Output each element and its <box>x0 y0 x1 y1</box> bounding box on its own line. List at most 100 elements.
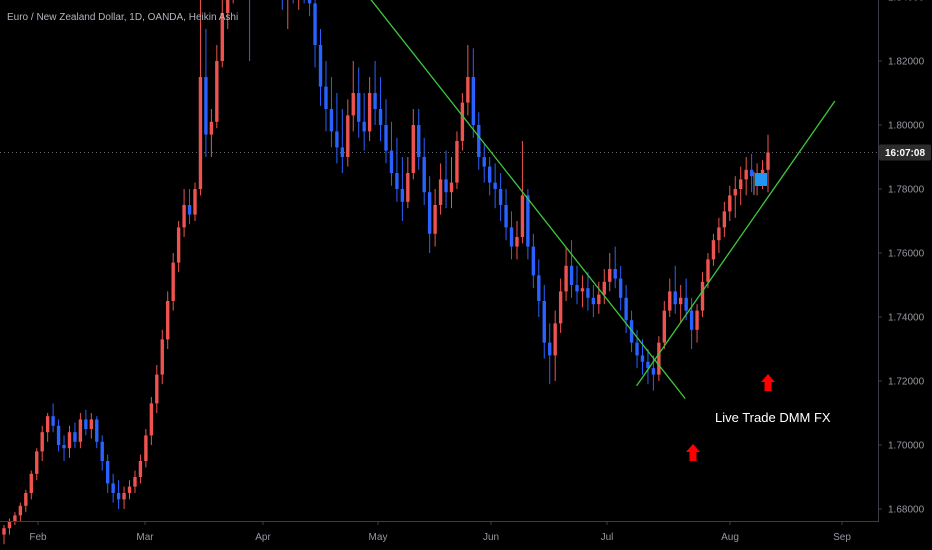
y-tick-label: 1.78000 <box>888 185 925 196</box>
candle-body <box>455 141 459 183</box>
candle-body <box>646 361 650 369</box>
candle-body <box>553 323 557 356</box>
candle-body <box>482 157 486 167</box>
candle-body <box>84 419 88 429</box>
candle-body <box>564 265 568 292</box>
y-tick-label: 1.74000 <box>888 313 925 324</box>
candle-body <box>504 205 508 228</box>
candle-body <box>29 473 33 493</box>
candle-body <box>744 169 748 180</box>
candle-body <box>460 102 465 141</box>
candle-body <box>466 77 470 103</box>
candle-body <box>558 291 563 324</box>
candle-body <box>487 166 492 183</box>
candle-body <box>689 310 694 330</box>
candle-body <box>362 121 366 132</box>
candle-body <box>542 301 546 343</box>
candle-body <box>226 0 230 13</box>
candle-body <box>618 278 623 298</box>
x-tick-label: Sep <box>833 532 851 543</box>
candle-body <box>307 0 312 4</box>
candle-body <box>427 192 432 234</box>
candle-body <box>537 275 541 301</box>
candle-body <box>35 451 39 474</box>
axes-layer: 1.68000 1.70000 1.72000 1.74000 1.76000 1.780… <box>0 0 925 543</box>
candle-body <box>760 169 765 173</box>
x-tick-label: Aug <box>721 532 739 543</box>
candle-body <box>373 93 377 109</box>
up-arrow-icon <box>761 374 775 391</box>
candle-body <box>45 416 50 433</box>
candle-body <box>155 374 159 404</box>
candle-body <box>575 285 579 292</box>
candle-body <box>668 291 672 311</box>
candle-body <box>122 493 126 500</box>
y-tick-label: 1.80000 <box>888 121 925 132</box>
candle-body <box>40 432 44 452</box>
candle-body <box>209 121 214 135</box>
x-tick-label: Jul <box>601 532 614 543</box>
candle-body <box>395 173 399 189</box>
candle-body <box>313 3 317 45</box>
price-countdown: 16:07:08 <box>885 148 925 159</box>
candle-body <box>471 77 476 125</box>
candle-body <box>520 195 525 237</box>
candle-body <box>657 342 661 375</box>
candle-body <box>7 521 12 529</box>
price-tag-box <box>879 144 931 161</box>
candle-body <box>569 265 574 285</box>
candle-body <box>695 310 699 330</box>
candle-body <box>389 150 394 173</box>
candle-body <box>111 483 115 493</box>
candle-body <box>56 425 61 445</box>
y-tick-label: 1.68000 <box>888 505 925 516</box>
candle-body <box>400 189 405 202</box>
candle-body <box>2 528 6 535</box>
y-tick-label: 1.84000 <box>888 0 925 4</box>
candle-body <box>346 115 350 157</box>
candle-body <box>591 297 596 305</box>
candle-body <box>171 262 175 301</box>
candle-body <box>357 93 361 122</box>
candle-body <box>24 493 28 506</box>
y-tick-label: 1.72000 <box>888 377 925 388</box>
candle-body <box>433 205 437 234</box>
candles-layer <box>2 0 770 545</box>
candle-body <box>422 157 426 193</box>
candle-body <box>187 205 192 215</box>
candle-body <box>444 179 448 193</box>
candle-body <box>204 77 208 135</box>
candle-body <box>138 461 143 477</box>
candle-body <box>728 195 732 212</box>
trendlines-layer[interactable] <box>214 0 836 400</box>
candle-body <box>640 355 645 362</box>
current-price-tag: 16:07:08 <box>879 144 931 161</box>
candle-body <box>739 179 743 189</box>
candle-body <box>711 240 716 260</box>
candle-body <box>149 403 154 436</box>
candle-body <box>100 441 104 461</box>
candle-body <box>335 131 339 148</box>
candle-body <box>449 182 454 193</box>
candle-body <box>133 477 137 487</box>
flag-icon <box>755 173 767 186</box>
candle-body <box>367 93 372 132</box>
y-tick-label: 1.82000 <box>888 57 925 68</box>
candle-body <box>62 445 66 449</box>
candle-body <box>498 189 503 205</box>
candle-body <box>706 259 710 282</box>
candle-body <box>144 435 148 461</box>
candle-body <box>182 205 186 228</box>
candle-body <box>493 182 497 189</box>
candle-body <box>105 461 110 484</box>
candle-body <box>526 195 530 247</box>
downtrend-trendline[interactable] <box>214 0 686 400</box>
uptrend-trendline[interactable] <box>636 100 836 387</box>
candle-body <box>515 237 519 247</box>
candle-body <box>329 109 334 132</box>
candle-body <box>597 294 601 305</box>
candle-body <box>406 173 410 202</box>
